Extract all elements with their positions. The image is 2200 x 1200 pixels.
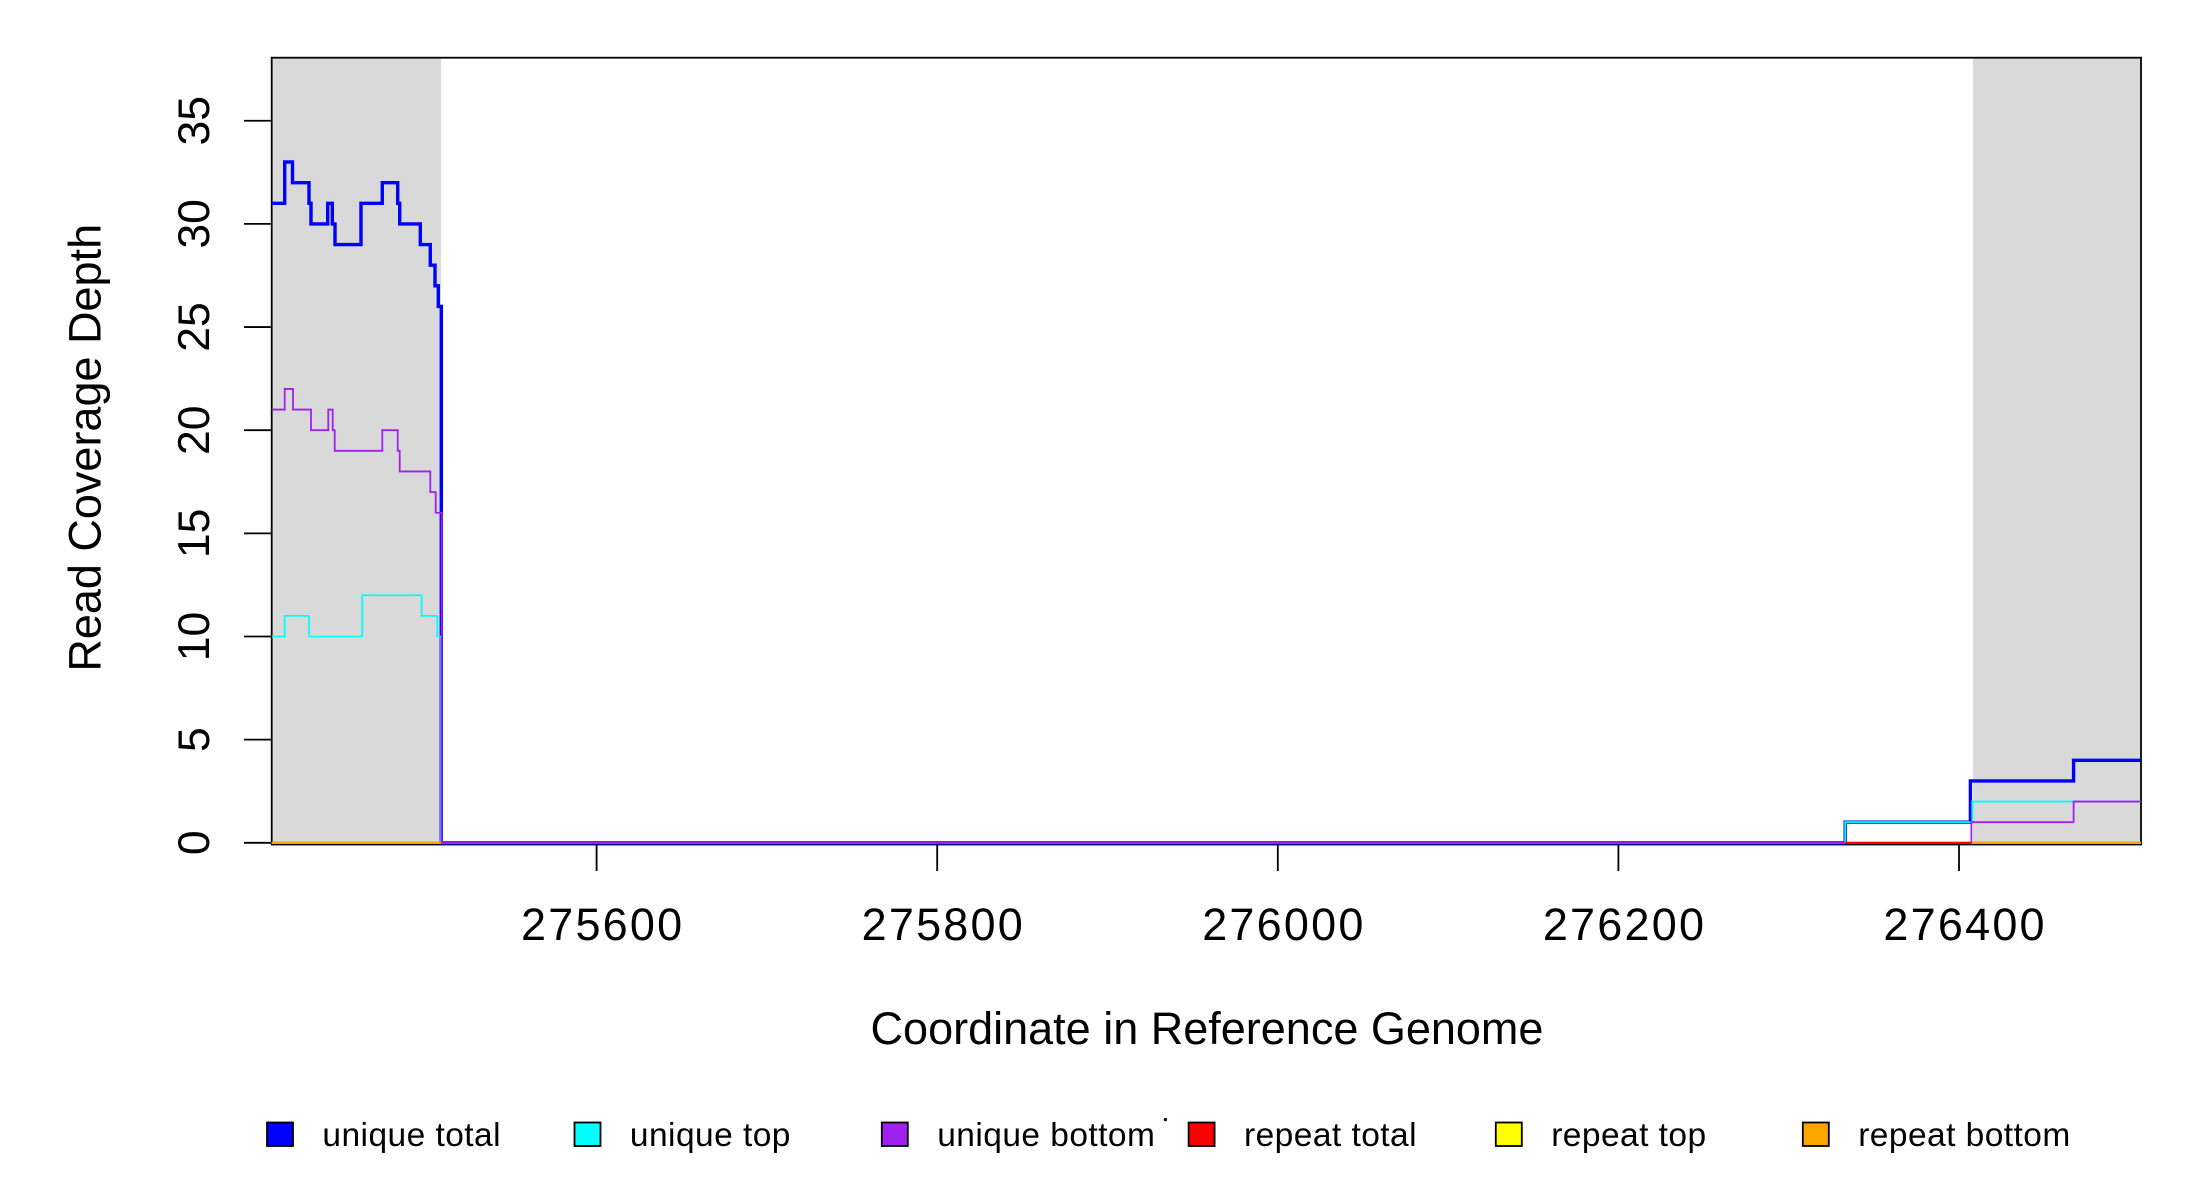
svg-text:20: 20 [170, 405, 219, 455]
svg-text:25: 25 [170, 302, 219, 352]
svg-text:Coordinate in Reference Genome: Coordinate in Reference Genome [871, 1003, 1544, 1054]
svg-text:35: 35 [170, 96, 219, 146]
svg-text:repeat top: repeat top [1551, 1117, 1706, 1154]
svg-text:30: 30 [170, 199, 219, 249]
svg-text:10: 10 [170, 612, 219, 662]
svg-text:Read Coverage Depth: Read Coverage Depth [60, 224, 111, 672]
svg-text:unique bottom: unique bottom [937, 1117, 1155, 1154]
svg-text:unique top: unique top [630, 1117, 791, 1154]
svg-text:276400: 276400 [1883, 899, 2046, 950]
svg-text:15: 15 [170, 509, 219, 559]
svg-text:repeat bottom: repeat bottom [1858, 1117, 2071, 1154]
svg-text:repeat total: repeat total [1244, 1117, 1417, 1154]
svg-text:0: 0 [170, 830, 219, 855]
svg-text:275600: 275600 [521, 899, 684, 950]
svg-text:276200: 276200 [1543, 899, 1706, 950]
svg-text:276000: 276000 [1202, 899, 1365, 950]
svg-text:unique total: unique total [322, 1117, 501, 1154]
svg-text:5: 5 [170, 727, 219, 752]
svg-text:275800: 275800 [862, 899, 1025, 950]
